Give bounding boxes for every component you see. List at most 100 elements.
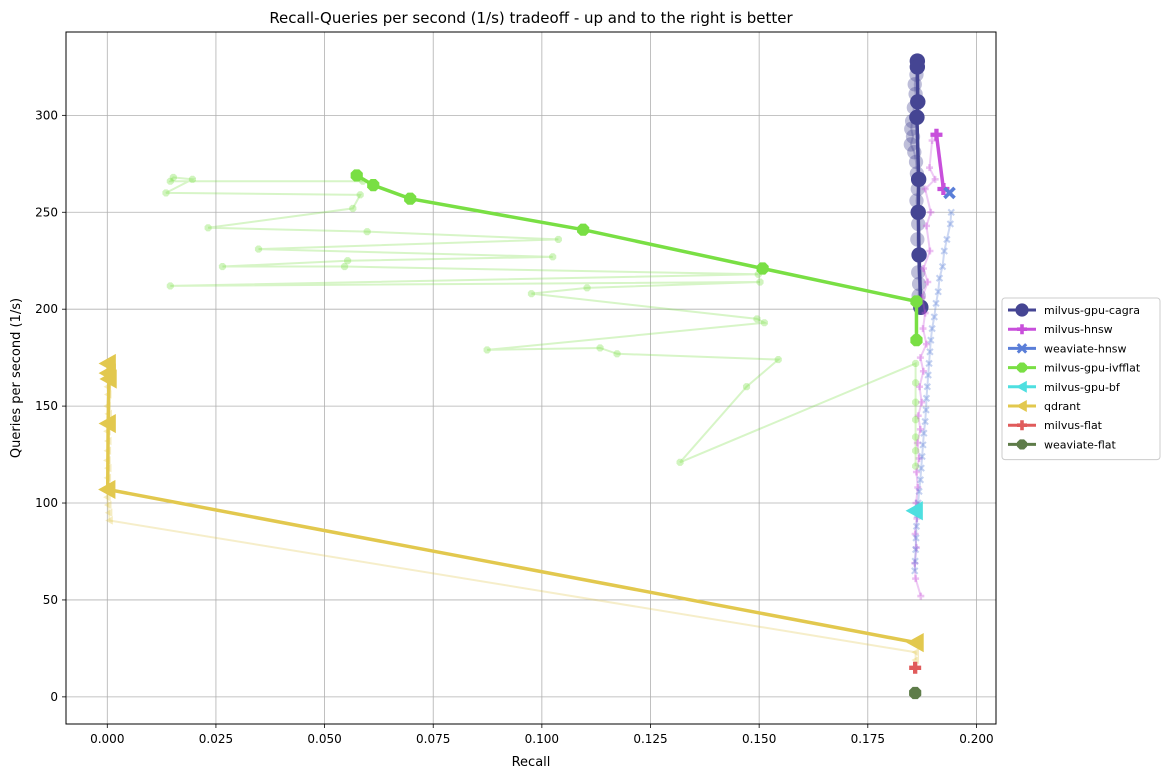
faint-point [930, 313, 938, 321]
legend-entry-milvus-flat: milvus-flat [1008, 419, 1103, 432]
faint-point [760, 319, 768, 327]
faint-point [921, 417, 929, 426]
pareto-point [930, 128, 943, 141]
faint-point [927, 336, 935, 344]
faint-point [166, 177, 174, 185]
faint-point [919, 325, 927, 333]
faint-point [922, 222, 930, 230]
faint-point [204, 224, 212, 232]
faint-point [742, 383, 751, 391]
x-tick-label: 0.125 [633, 732, 667, 746]
faint-point [596, 344, 604, 352]
faint-point [583, 284, 591, 292]
faint-point [923, 383, 932, 391]
pareto-line [934, 134, 946, 190]
faint-point [931, 175, 939, 183]
y-tick-label: 100 [35, 496, 58, 510]
faint-point [105, 516, 113, 525]
faint-point [917, 592, 925, 600]
faint-point [918, 294, 926, 302]
legend-entry-milvus-gpu-cagra: milvus-gpu-cagra [1008, 303, 1140, 317]
y-tick-label: 300 [35, 108, 58, 122]
faint-point [904, 121, 919, 137]
x-tick-label: 0.000 [90, 732, 124, 746]
faint-point [344, 257, 352, 265]
y-tick-label: 0 [50, 690, 58, 704]
faint-point [925, 359, 933, 368]
faint-point [926, 348, 934, 356]
faint-point [912, 416, 920, 424]
faint-point [676, 458, 684, 466]
pareto-point [98, 413, 116, 434]
legend-entry-weaviate-flat: weaviate-flat [1008, 438, 1117, 451]
legend-label: milvus-gpu-bf [1044, 381, 1121, 394]
plot-frame [65, 31, 997, 725]
x-axis-label: Recall [512, 755, 551, 770]
legend-entry-milvus-hnsw: milvus-hnsw [1008, 323, 1113, 336]
pareto-point [910, 334, 923, 347]
faint-point [912, 433, 920, 441]
faint-point [921, 185, 929, 193]
y-tick-label: 50 [43, 593, 58, 607]
faint-point [938, 262, 947, 271]
pareto-point [910, 204, 926, 220]
faint-point [903, 137, 918, 152]
series-layer [98, 53, 956, 700]
pareto-point [910, 94, 926, 110]
faint-point [349, 204, 357, 212]
faint-point [919, 264, 927, 272]
faint-point [935, 274, 944, 282]
legend-swatch-marker [1017, 324, 1027, 335]
pareto-point [910, 171, 927, 188]
faint-point [918, 452, 926, 461]
faint-point [912, 499, 920, 507]
faint-point [912, 468, 920, 476]
faint-point [912, 544, 920, 552]
pareto-point [910, 295, 923, 308]
pareto-point [99, 369, 117, 389]
series-milvus-flat [909, 661, 922, 674]
faint-point [912, 534, 920, 542]
faint-point [922, 340, 930, 348]
faint-point [924, 371, 932, 379]
legend-label: milvus-gpu-cagra [1044, 304, 1140, 317]
faint-point [934, 288, 942, 296]
faint-point [926, 247, 934, 255]
faint-point [912, 398, 920, 406]
faint-point [554, 235, 562, 243]
faint-point [103, 500, 112, 510]
faint-point [166, 282, 174, 290]
faint-point [920, 429, 928, 437]
faint-point [912, 575, 920, 583]
legend-frame [1001, 297, 1161, 461]
series-qdrant [98, 353, 924, 665]
legend-swatch-marker [1017, 420, 1027, 431]
faint-point [921, 309, 929, 317]
pareto-line [355, 173, 919, 341]
legend-label: weaviate-hnsw [1044, 342, 1127, 355]
x-tick-label: 0.050 [307, 732, 341, 746]
faint-point [926, 164, 934, 172]
y-axis-label: Queries per second (1/s) [9, 298, 24, 458]
series-milvus-gpu-bf [905, 501, 923, 521]
faint-point [912, 379, 920, 387]
y-tick-label: 250 [35, 205, 58, 219]
faint-point [613, 350, 621, 358]
x-tick-label: 0.200 [959, 732, 993, 746]
faint-point [774, 356, 782, 364]
faint-point [919, 441, 927, 449]
faint-point [913, 439, 921, 447]
legend-swatch-marker [1015, 303, 1029, 317]
x-tick-label: 0.100 [525, 732, 559, 746]
faint-point [924, 278, 932, 286]
faint-point [911, 530, 919, 538]
faint-point [254, 245, 263, 253]
pareto-point [909, 686, 922, 700]
pareto-point [911, 247, 927, 263]
faint-point [527, 290, 535, 298]
faint-point [916, 383, 924, 391]
pareto-point [909, 59, 926, 75]
faint-point [928, 137, 936, 145]
